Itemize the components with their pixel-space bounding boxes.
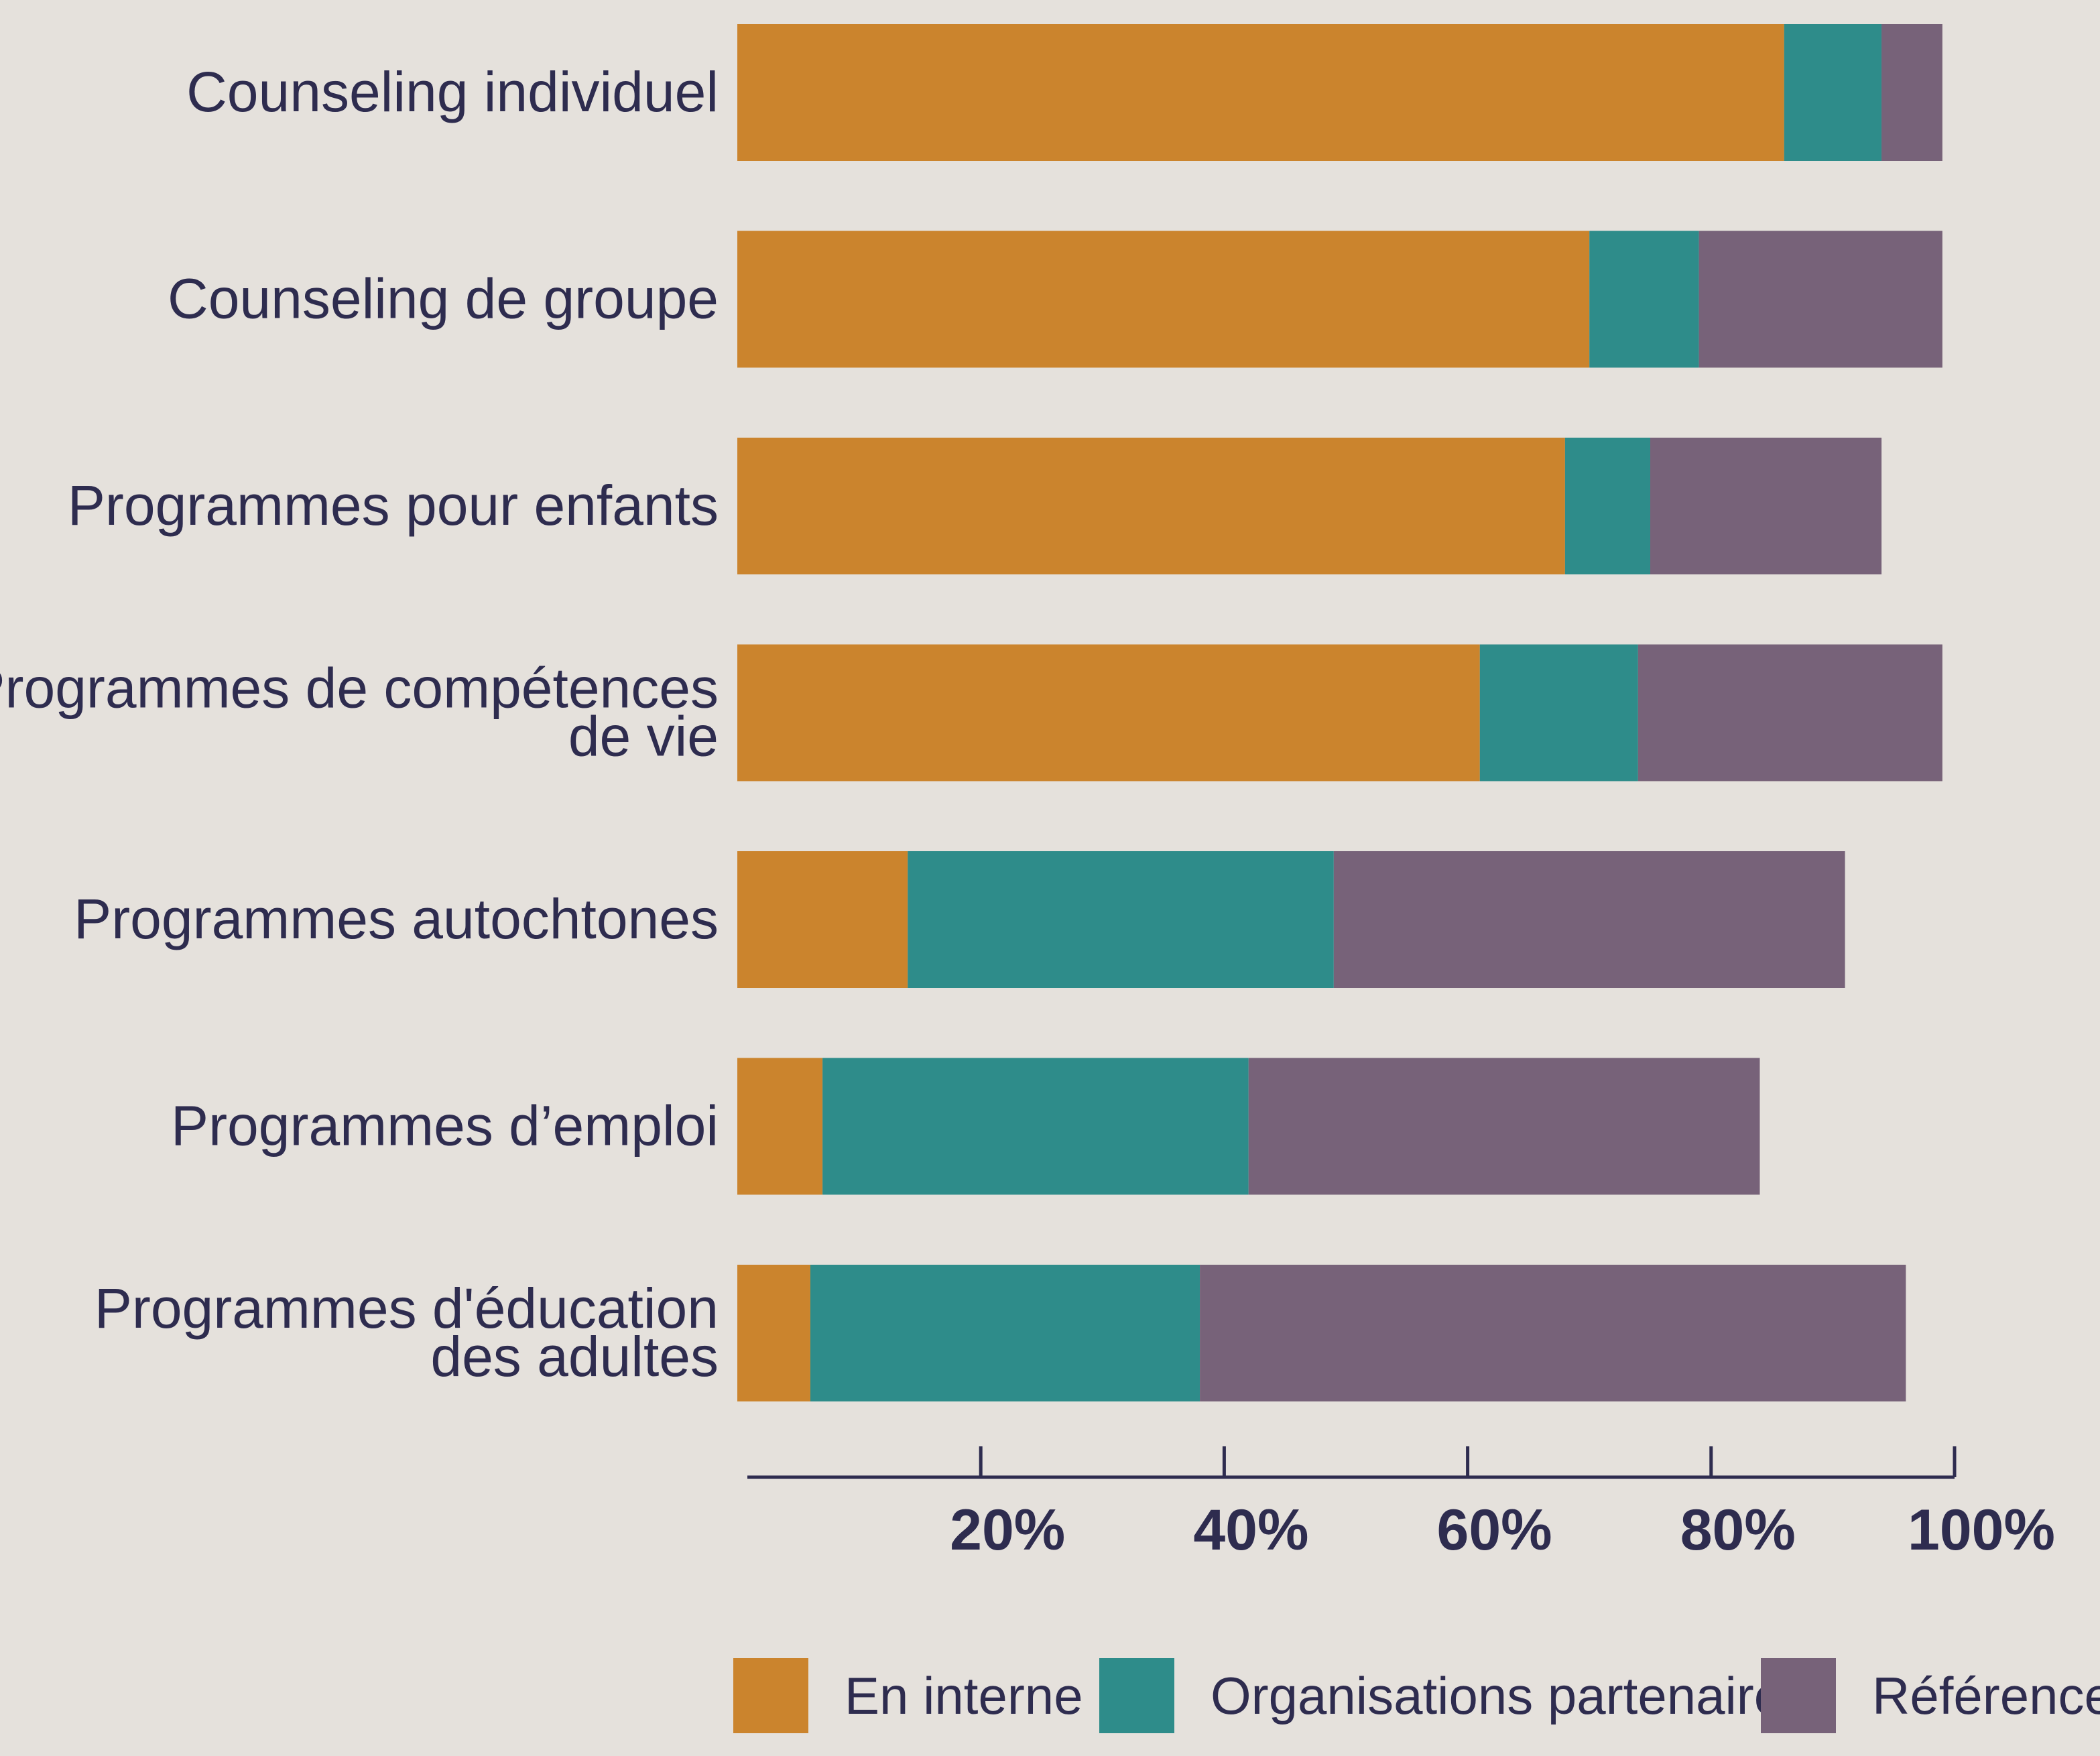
bar-programmes-autochtones-organisations-partenaires — [908, 851, 1334, 988]
legend-label-references: Références — [1872, 1666, 2100, 1725]
bars — [737, 24, 1942, 1401]
bar-programmes-d-emploi-en-interne — [737, 1058, 823, 1195]
x-tick-label-40: 40% — [1193, 1498, 1308, 1562]
bar-programmes-de-competences-de-vie-en-interne — [737, 644, 1480, 781]
bar-programmes-d-education-des-adultes-en-interne — [737, 1265, 810, 1401]
category-label-programmes-d-emploi: Programmes d’emploi — [171, 1094, 719, 1157]
bar-programmes-d-emploi-references — [1248, 1058, 1760, 1195]
bar-counseling-individuel-organisations-partenaires — [1784, 24, 1882, 161]
bar-programmes-de-competences-de-vie-references — [1638, 644, 1942, 781]
legend-label-organisations-partenaires: Organisations partenaires — [1211, 1666, 1809, 1725]
x-tick-label-60: 60% — [1437, 1498, 1552, 1562]
category-label-programmes-pour-enfants: Programmes pour enfants — [68, 474, 719, 537]
legend-swatch-organisations-partenaires — [1099, 1658, 1174, 1733]
category-label-programmes-de-competences-de-vie: Programmes de compétences de vie — [0, 657, 719, 768]
bar-programmes-autochtones-references — [1333, 851, 1845, 988]
x-axis: 20% 40% 60% 80% 100% — [747, 1446, 2055, 1562]
legend: En interne Organisations partenaires Référ… — [733, 1658, 2100, 1733]
bar-programmes-d-education-des-adultes-references — [1200, 1265, 1906, 1401]
category-label-programmes-autochtones: Programmes autochtones — [74, 887, 719, 950]
category-label-counseling-de-groupe: Counseling de groupe — [168, 267, 719, 330]
bar-programmes-d-education-des-adultes-organisations-partenaires — [810, 1265, 1200, 1401]
legend-swatch-en-interne — [733, 1658, 808, 1733]
bar-programmes-d-emploi-organisations-partenaires — [822, 1058, 1249, 1195]
bar-counseling-individuel-references — [1881, 24, 1942, 161]
category-labels: Counseling individuel Counseling de group… — [0, 60, 719, 1388]
bar-programmes-pour-enfants-references — [1650, 438, 1882, 574]
bar-programmes-pour-enfants-en-interne — [737, 438, 1565, 574]
bar-counseling-de-groupe-en-interne — [737, 231, 1590, 368]
bar-programmes-de-competences-de-vie-organisations-partenaires — [1479, 644, 1638, 781]
x-tick-label-80: 80% — [1680, 1498, 1796, 1562]
category-label-programmes-d-education-des-adultes: Programmes d'éducation des adultes — [95, 1277, 719, 1388]
x-tick-label-100: 100% — [1908, 1498, 2055, 1562]
legend-swatch-references — [1761, 1658, 1836, 1733]
bar-counseling-individuel-en-interne — [737, 24, 1784, 161]
bar-programmes-autochtones-en-interne — [737, 851, 908, 988]
bar-programmes-pour-enfants-organisations-partenaires — [1564, 438, 1650, 574]
x-tick-label-20: 20% — [950, 1498, 1065, 1562]
bar-counseling-de-groupe-references — [1698, 231, 1942, 368]
bar-counseling-de-groupe-organisations-partenaires — [1589, 231, 1699, 368]
legend-label-en-interne: En interne — [845, 1666, 1083, 1725]
category-label-counseling-individuel: Counseling individuel — [186, 60, 719, 123]
